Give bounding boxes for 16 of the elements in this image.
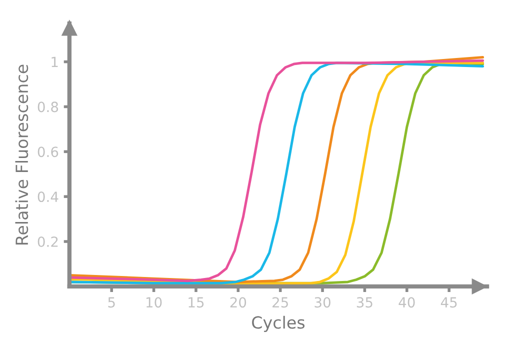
x-tick-label: 40 [398,297,415,308]
y-tick-label: 0.6 [38,146,58,158]
x-axis-title: Cycles [252,316,305,332]
x-tick-label: 45 [440,297,457,308]
x-tick-label: 15 [188,297,204,308]
x-tick-label: 10 [146,297,162,308]
x-tick-label: 25 [272,297,288,308]
y-tick-label: 0.4 [38,192,58,202]
x-tick-label: 35 [356,297,372,308]
y-axis-title: Relative Fluorescence [15,64,28,245]
y-tick-label: 1 [52,56,58,68]
x-tick-label: 30 [314,297,330,308]
x-tick-label: 5 [108,297,115,308]
x-tick-label: 20 [230,297,246,308]
y-tick-label: 0.8 [38,102,58,112]
y-tick-label: 0.2 [38,236,58,247]
